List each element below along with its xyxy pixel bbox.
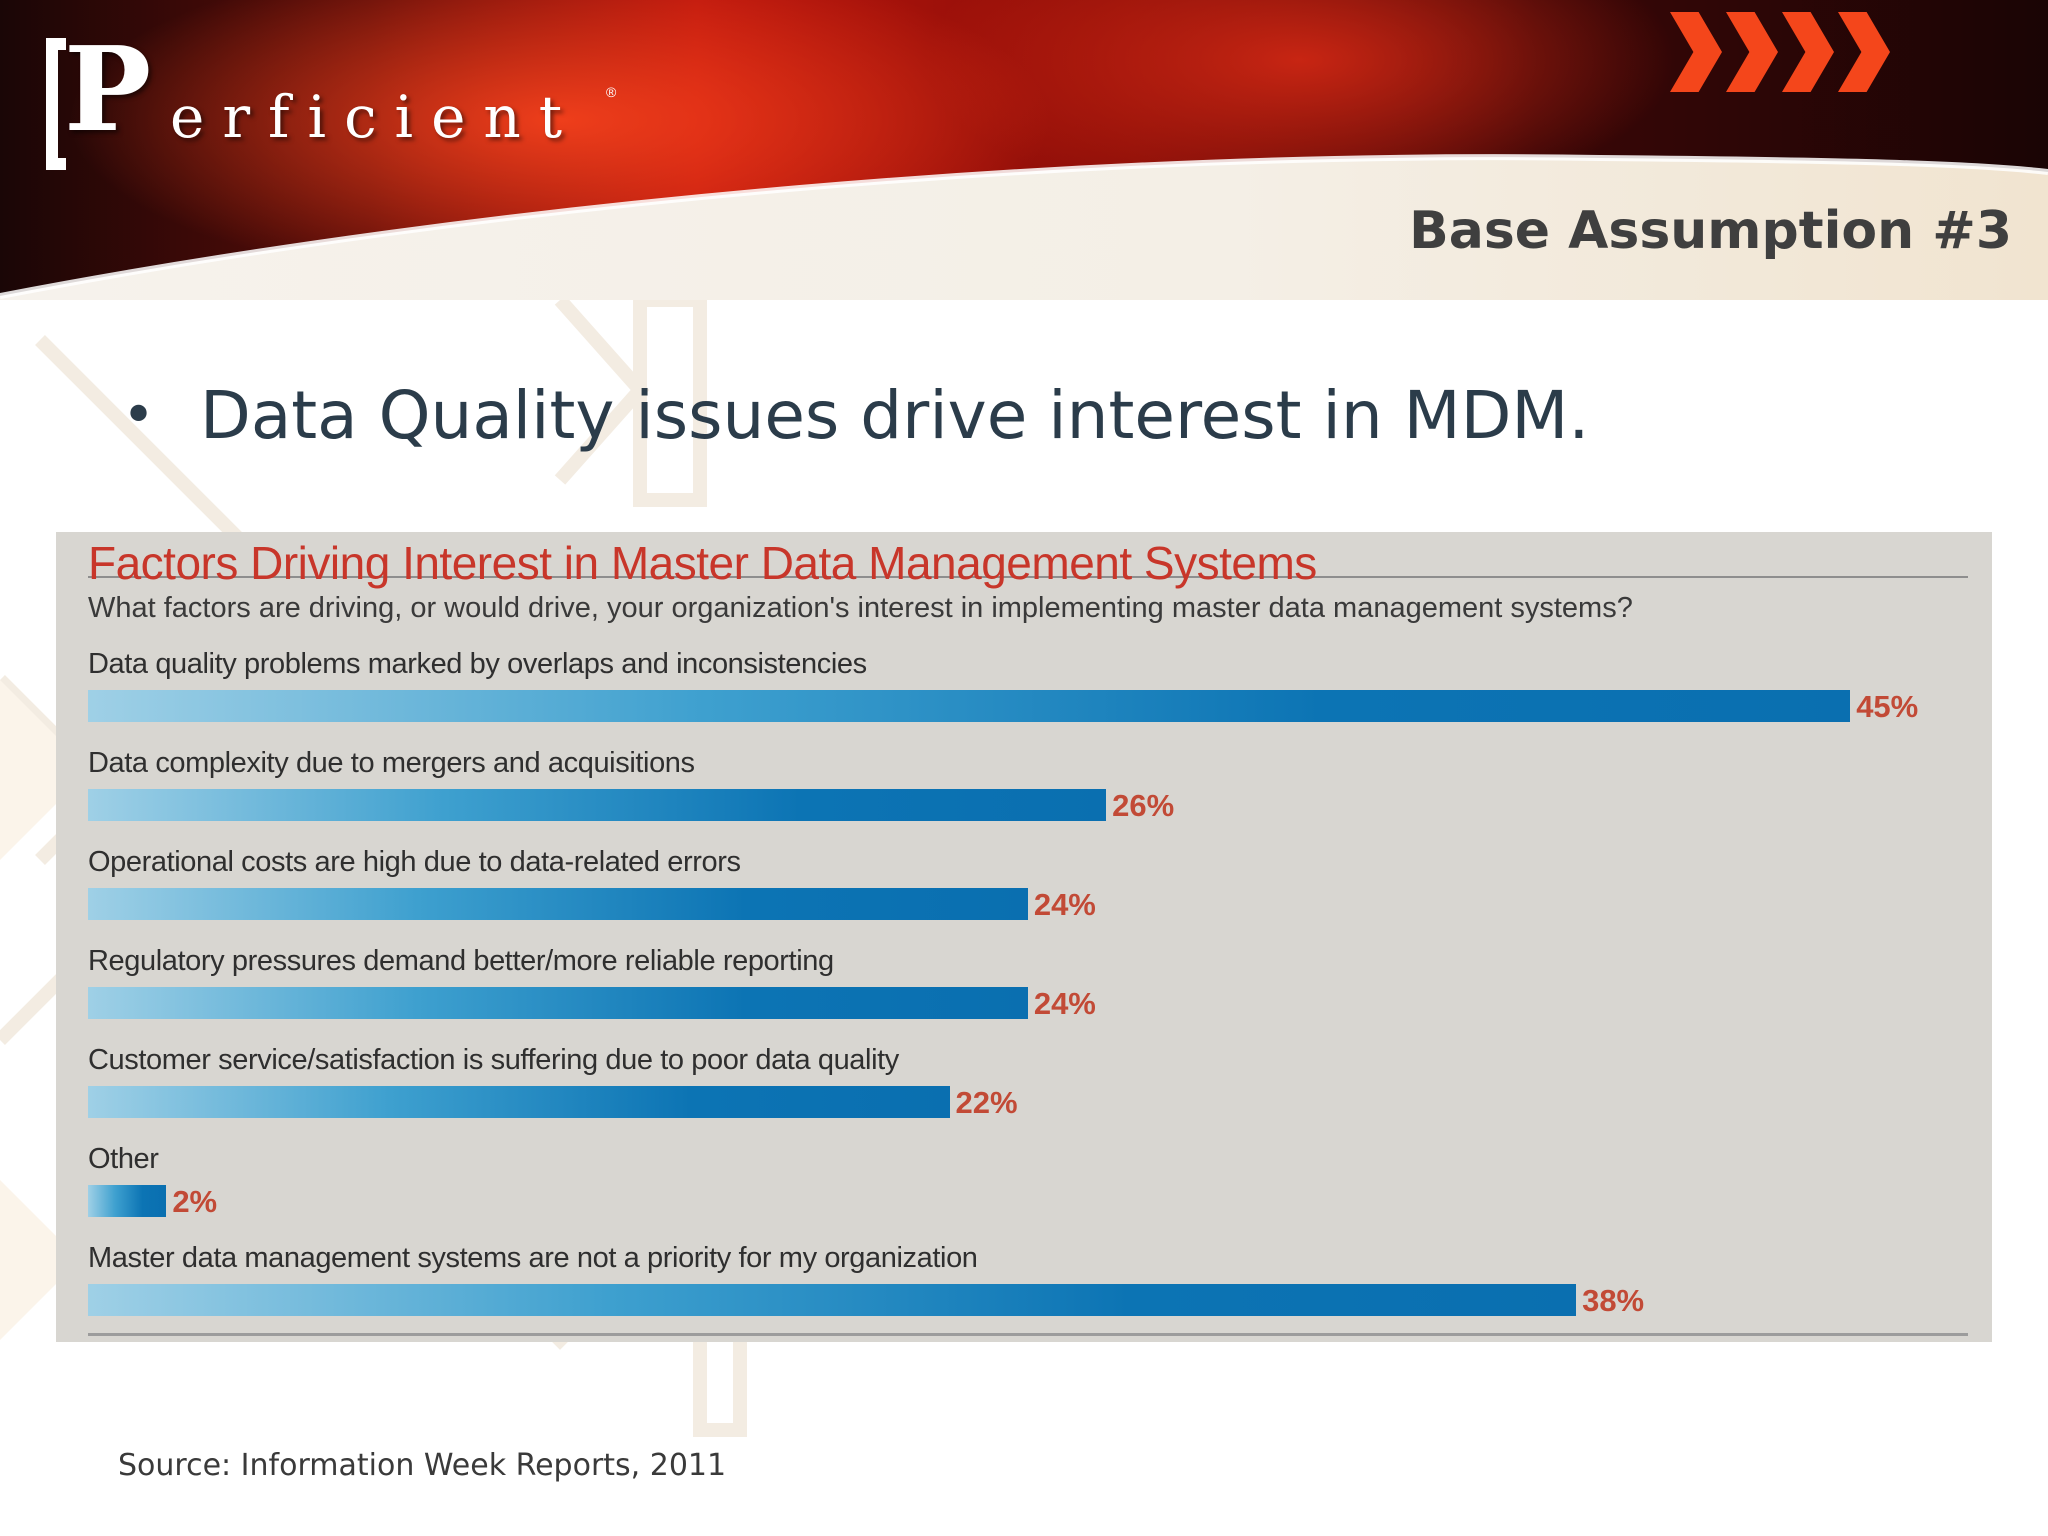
chart-subtitle: What factors are driving, or would drive… [88,592,1633,624]
banner-swoosh [0,154,2048,300]
bar [88,1086,950,1118]
category-label: Customer service/satisfaction is sufferi… [88,1044,899,1076]
logo-bracket [46,38,66,170]
category-label: Data quality problems marked by overlaps… [88,648,867,680]
bar [88,888,1028,920]
chart-bottom-rule [88,1333,1968,1336]
logo-wordmark: erficient [170,83,581,151]
data-label: 26% [1112,788,1175,823]
category-label: Regulatory pressures demand better/more … [88,945,834,977]
category-label: Operational costs are high due to data-r… [88,846,741,878]
data-label: 24% [1033,986,1096,1021]
bar [88,1185,167,1217]
source-note: Source: Information Week Reports, 2011 [118,1448,727,1483]
logo-registered-mark: ® [606,84,617,100]
chart-title-rule [88,576,1968,578]
data-label: 24% [1033,887,1096,922]
category-label: Master data management systems are not a… [88,1242,978,1274]
data-label: 45% [1856,689,1919,724]
bar [88,1284,1577,1316]
bar-chart: Factors Driving Interest in Master Data … [56,532,1992,1342]
bar [88,690,1851,722]
bullet-marker: • [122,383,156,449]
chart-title: Factors Driving Interest in Master Data … [88,537,1317,589]
data-label: 22% [955,1085,1018,1120]
bullet-point: • Data Quality issues drive interest in … [122,378,1589,454]
logo-initial: P [64,22,152,158]
header-banner: P erficient ® Base Assumption #3 [0,0,2048,300]
bar [88,987,1028,1019]
category-label: Data complexity due to mergers and acqui… [88,747,695,779]
data-label: 38% [1582,1283,1645,1318]
category-label: Other [88,1143,159,1175]
chevron-arrows-decoration [1670,12,1890,92]
bar [88,789,1107,821]
bullet-text: Data Quality issues drive interest in MD… [200,377,1590,454]
perficient-logo: P erficient ® [40,22,630,184]
slide-title: Base Assumption #3 [1409,201,2012,261]
data-label: 2% [172,1184,218,1219]
